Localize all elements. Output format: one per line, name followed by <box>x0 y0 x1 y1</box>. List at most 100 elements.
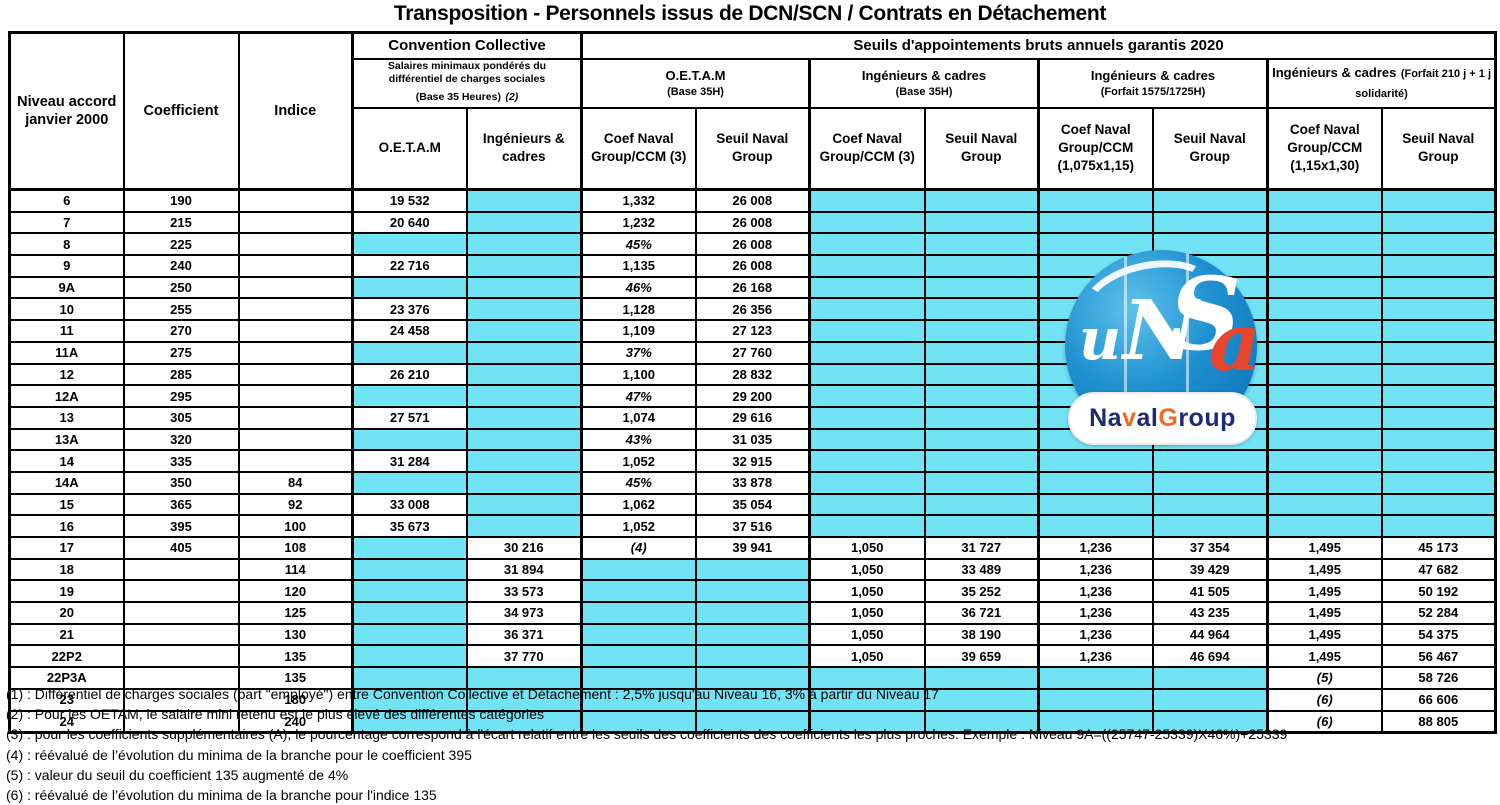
value-cell <box>808 427 926 452</box>
footnote: (5) : valeur du seuil du coefficient 135… <box>6 766 349 783</box>
value-cell <box>808 362 926 387</box>
row-niveau-cell: 12 <box>8 362 125 387</box>
row-niveau-cell: 6 <box>8 187 125 213</box>
value-cell <box>1266 384 1383 408</box>
row-niveau-cell: 18 <box>8 557 125 582</box>
value-cell <box>465 514 583 538</box>
value-cell <box>923 492 1040 517</box>
table-row: 12A 295 47% 29 200 <box>8 384 1497 408</box>
colheader-cc-ingenieurs: Ingénieurs & cadres <box>465 106 583 191</box>
logo-stroke <box>1186 250 1189 442</box>
value-cell: 240 <box>122 254 240 278</box>
value-cell: 52 284 <box>1380 601 1497 625</box>
value-cell: 1,128 <box>580 297 697 322</box>
value-cell: 39 659 <box>923 644 1040 669</box>
value-cell: 24 458 <box>351 319 468 343</box>
logo-stroke <box>1124 256 1127 438</box>
value-cell <box>351 470 468 495</box>
value-cell: 37 516 <box>694 514 811 538</box>
value-cell <box>237 449 354 473</box>
group-seuils-2020: Seuils d'appointements bruts annuels gar… <box>579 31 1497 60</box>
value-cell <box>465 449 583 473</box>
value-cell <box>694 557 811 582</box>
value-cell <box>237 427 354 452</box>
value-cell <box>1380 362 1497 387</box>
value-cell <box>237 187 354 213</box>
value-cell <box>808 210 926 235</box>
value-cell <box>465 666 583 690</box>
value-cell <box>465 427 583 452</box>
value-cell <box>1037 709 1154 734</box>
value-cell: 1,495 <box>1266 536 1383 560</box>
value-cell <box>351 232 468 257</box>
value-cell <box>808 666 926 690</box>
value-cell: 1,236 <box>1037 644 1154 669</box>
subgroup-salaires-minimaux: Salaires minimaux pondérés du différenti… <box>351 57 583 109</box>
value-cell <box>808 232 926 257</box>
colheader-forfaith-coef: Coef Naval Group/CCM (1,075x1,15) <box>1037 106 1154 191</box>
colheader-ing35-coef: Coef Naval Group/CCM (3) <box>808 106 926 191</box>
value-cell: 1,236 <box>1037 622 1154 647</box>
value-cell <box>351 601 468 625</box>
row-niveau-cell: 7 <box>8 210 125 235</box>
value-cell: 26 356 <box>694 297 811 322</box>
value-cell: 250 <box>122 275 240 300</box>
table-row: 14 335 31 284 1,052 32 915 <box>8 449 1497 473</box>
value-cell <box>580 601 697 625</box>
value-cell <box>351 384 468 408</box>
value-cell <box>1380 232 1497 257</box>
subgroup-ingenieurs-forfait-jours: Ingénieurs & cadres (Forfait 210 j + 1 j… <box>1265 57 1497 109</box>
row-niveau-cell: 13 <box>8 405 125 430</box>
value-cell: 120 <box>237 579 354 604</box>
value-cell <box>237 384 354 408</box>
value-cell: 1,236 <box>1037 579 1154 604</box>
header-indice: Indice <box>237 31 354 191</box>
value-cell <box>694 687 811 712</box>
row-niveau-cell: 9 <box>8 254 125 278</box>
value-cell: (4) <box>580 536 697 560</box>
value-cell <box>351 644 468 669</box>
row-niveau-cell: 14A <box>8 470 125 495</box>
value-cell <box>1380 254 1497 278</box>
row-niveau-cell: 10 <box>8 297 125 322</box>
subgroup-label: Salaires minimaux pondérés du différenti… <box>387 59 547 86</box>
value-cell <box>1037 514 1154 538</box>
table-row: 15 365 92 33 008 1,062 35 054 <box>8 492 1497 517</box>
value-cell <box>1380 340 1497 365</box>
value-cell: 1,495 <box>1266 622 1383 647</box>
table-row: 20 125 34 973 1,050 36 721 1,236 43 235 1,495 52… <box>8 601 1497 625</box>
value-cell <box>237 362 354 387</box>
value-cell <box>1037 449 1154 473</box>
value-cell: 27 571 <box>351 405 468 430</box>
value-cell <box>923 384 1040 408</box>
subgroup-label: Ingénieurs & cadres <box>1090 68 1216 84</box>
value-cell <box>122 579 240 604</box>
page-title: Transposition - Personnels issus de DCN/… <box>393 2 1107 25</box>
subgroup-oetam: O.E.T.A.M (Base 35H) <box>580 57 811 109</box>
value-cell <box>237 297 354 322</box>
value-cell: 84 <box>237 470 354 495</box>
table-row: 23 180 (6) 66 606 <box>8 687 1497 712</box>
value-cell: 255 <box>122 297 240 322</box>
value-cell <box>465 709 583 734</box>
value-cell <box>1266 470 1383 495</box>
colheader-oetam-coef: Coef Naval Group/CCM (3) <box>580 106 697 191</box>
value-cell <box>122 666 240 690</box>
value-cell: 37 354 <box>1151 536 1269 560</box>
value-cell <box>465 340 583 365</box>
colheader-forfaitj-coef: Coef Naval Group/CCM (1,15x1,30) <box>1266 106 1383 191</box>
value-cell <box>1151 666 1269 690</box>
row-niveau-cell: 17 <box>8 536 125 560</box>
value-cell <box>1266 340 1383 365</box>
value-cell <box>1151 514 1269 538</box>
value-cell: 23 376 <box>351 297 468 322</box>
colheader-forfaith-seuil: Seuil Naval Group <box>1151 106 1269 191</box>
value-cell: 100 <box>237 514 354 538</box>
value-cell: 22 716 <box>351 254 468 278</box>
value-cell <box>465 210 583 235</box>
subgroup-label: Ingénieurs & cadres <box>1272 65 1397 80</box>
value-cell: 37 770 <box>465 644 583 669</box>
footnote: (4) : réévalué de l’évolution du minima … <box>6 746 472 763</box>
value-cell: 285 <box>122 362 240 387</box>
value-cell <box>237 254 354 278</box>
